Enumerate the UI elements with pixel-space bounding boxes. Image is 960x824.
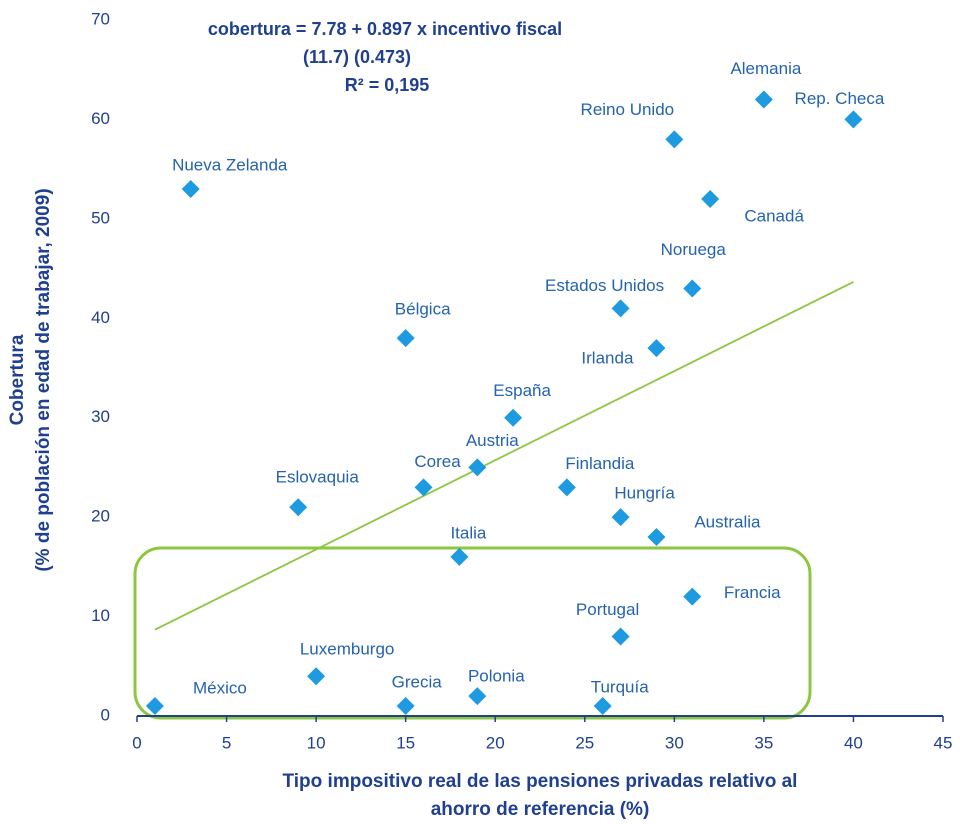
- x-tick-label: 30: [665, 733, 684, 752]
- point: [468, 687, 487, 706]
- point-label: Francia: [724, 583, 781, 602]
- point-label: Eslovaquia: [276, 468, 360, 487]
- point-label: Polonia: [468, 667, 525, 686]
- x-tick-label: 25: [575, 733, 594, 752]
- x-tick-label: 35: [754, 733, 773, 752]
- point: [145, 697, 164, 716]
- point-label: Austria: [466, 431, 519, 450]
- point: [181, 180, 200, 199]
- y-tick-label: 60: [91, 109, 110, 128]
- point-label: Noruega: [661, 240, 727, 259]
- highlight-box: [133, 546, 812, 720]
- equation: R² = 0,195: [345, 75, 430, 95]
- point: [414, 478, 433, 497]
- x-tick-label: 5: [222, 733, 231, 752]
- point: [683, 279, 702, 298]
- x-tick-label: 0: [132, 733, 141, 752]
- y-axis-title: Cobertura: [7, 334, 28, 425]
- point-label: Australia: [694, 513, 761, 532]
- y-axis-title: (% de población en edad de trabajar, 200…: [33, 188, 54, 571]
- y-tick-label: 70: [91, 9, 110, 28]
- point-label: Nueva Zelanda: [172, 156, 288, 175]
- y-tick-label: 0: [101, 705, 110, 724]
- point: [396, 329, 415, 348]
- point: [701, 189, 720, 208]
- point: [683, 587, 702, 606]
- x-tick-label: 20: [486, 733, 505, 752]
- point-label: Turquía: [591, 678, 650, 697]
- y-tick-label: 40: [91, 308, 110, 327]
- x-tick-label: 45: [934, 733, 953, 752]
- point: [611, 508, 630, 527]
- point: [665, 130, 684, 149]
- point: [396, 697, 415, 716]
- x-axis-title: Tipo impositivo real de las pensiones pr…: [283, 771, 798, 792]
- point: [450, 547, 469, 566]
- y-tick-label: 10: [91, 606, 110, 625]
- point-label: Estados Unidos: [545, 276, 664, 295]
- point: [468, 458, 487, 477]
- point: [307, 667, 326, 686]
- point: [647, 339, 666, 358]
- point: [844, 110, 863, 129]
- point-label: Luxemburgo: [300, 640, 395, 659]
- point: [289, 498, 308, 517]
- trend-line: [154, 281, 854, 631]
- point-label: México: [193, 679, 247, 698]
- y-tick-label: 50: [91, 208, 110, 227]
- y-tick-label: 20: [91, 507, 110, 526]
- x-tick-label: 40: [844, 733, 863, 752]
- point: [754, 90, 773, 109]
- x-axis-title: ahorro de referencia (%): [431, 799, 650, 820]
- point-label: Rep. Checa: [795, 89, 885, 108]
- point-label: Finlandia: [565, 454, 635, 473]
- point-label: Reino Unido: [581, 100, 675, 119]
- equation: (11.7) (0.473): [303, 47, 411, 67]
- point-label: Bélgica: [395, 300, 451, 319]
- point: [611, 299, 630, 318]
- point-label: Italia: [450, 523, 486, 542]
- point-label: Hungría: [614, 484, 675, 503]
- point-label: Irlanda: [581, 349, 634, 368]
- point: [593, 697, 612, 716]
- point-label: Canadá: [744, 206, 804, 225]
- equation: cobertura = 7.78 + 0.897 x incentivo fis…: [208, 19, 562, 39]
- point-label: Corea: [414, 452, 461, 471]
- point-label: España: [493, 381, 551, 400]
- x-tick-label: 10: [307, 733, 326, 752]
- point: [611, 627, 630, 646]
- point-label: Alemania: [730, 59, 801, 78]
- point: [557, 478, 576, 497]
- point-label: Grecia: [392, 673, 443, 692]
- point: [647, 528, 666, 547]
- y-tick-label: 30: [91, 407, 110, 426]
- point: [504, 408, 523, 427]
- point-label: Portugal: [576, 600, 639, 619]
- x-tick-label: 15: [396, 733, 415, 752]
